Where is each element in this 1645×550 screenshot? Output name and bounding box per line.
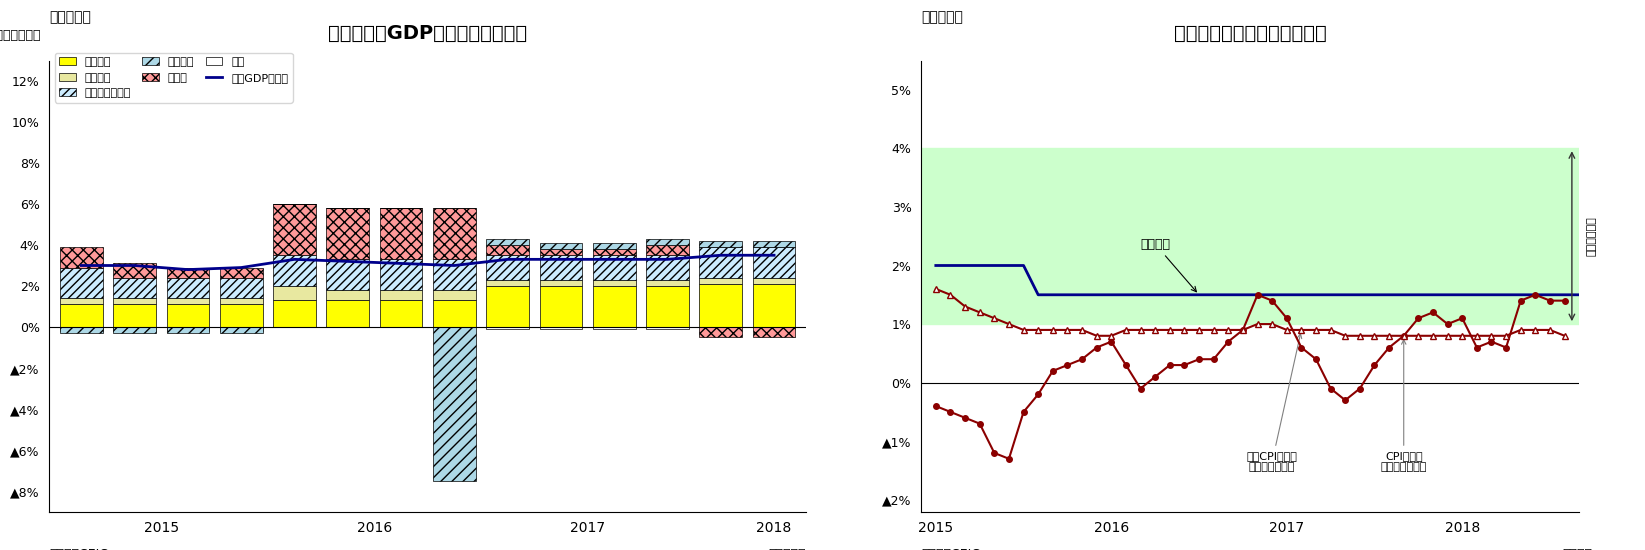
Bar xyxy=(753,327,796,337)
Bar xyxy=(273,204,316,255)
Bar xyxy=(592,327,635,329)
Bar xyxy=(114,278,156,298)
Bar xyxy=(220,327,263,331)
Bar xyxy=(433,260,475,290)
Text: （前年同期比）: （前年同期比） xyxy=(0,30,41,42)
Bar xyxy=(59,327,102,331)
Bar xyxy=(592,280,635,286)
Text: インフレ目標: インフレ目標 xyxy=(1586,216,1597,256)
Bar xyxy=(921,148,1579,324)
Text: タイの実質GDP成長率（需要側）: タイの実質GDP成長率（需要側） xyxy=(327,24,528,42)
Bar xyxy=(326,290,368,300)
Text: （資料）CEIC: （資料）CEIC xyxy=(921,548,980,550)
Bar xyxy=(540,286,582,327)
Bar xyxy=(59,327,102,333)
Text: タイのインフレ率と政策金利: タイのインフレ率と政策金利 xyxy=(1175,24,1326,42)
Bar xyxy=(273,286,316,300)
Bar xyxy=(220,298,263,305)
Bar xyxy=(59,305,102,327)
Text: （図表９）: （図表９） xyxy=(921,10,962,24)
Bar xyxy=(487,255,530,280)
Bar xyxy=(114,327,156,333)
Text: コアCPI上昇率
（前年同月比）: コアCPI上昇率 （前年同月比） xyxy=(1247,334,1301,472)
Bar xyxy=(699,327,742,337)
Bar xyxy=(166,298,209,305)
Bar xyxy=(487,327,530,329)
Bar xyxy=(220,278,263,298)
Bar xyxy=(220,327,263,333)
Bar xyxy=(326,300,368,327)
Bar xyxy=(540,327,582,329)
Bar xyxy=(753,284,796,327)
Text: 政策金利: 政策金利 xyxy=(1140,238,1196,292)
Bar xyxy=(273,255,316,286)
Bar xyxy=(646,255,689,280)
Bar xyxy=(699,241,742,247)
Text: （資料）CEIC: （資料）CEIC xyxy=(49,548,109,550)
Bar xyxy=(166,327,209,333)
Bar xyxy=(699,278,742,284)
Bar xyxy=(326,260,368,290)
Bar xyxy=(487,286,530,327)
Bar xyxy=(380,290,423,300)
Bar xyxy=(646,245,689,255)
Bar xyxy=(114,327,156,331)
Bar xyxy=(59,298,102,305)
Bar xyxy=(753,241,796,247)
Bar xyxy=(114,298,156,305)
Bar xyxy=(592,286,635,327)
Bar xyxy=(59,247,102,267)
Bar xyxy=(540,249,582,255)
Bar xyxy=(433,300,475,327)
Text: （四半期）: （四半期） xyxy=(768,548,806,550)
Bar xyxy=(220,267,263,278)
Bar xyxy=(699,247,742,278)
Bar xyxy=(699,284,742,327)
Bar xyxy=(540,243,582,249)
Bar xyxy=(220,305,263,327)
Bar xyxy=(487,245,530,255)
Bar xyxy=(380,208,423,260)
Bar xyxy=(592,255,635,280)
Bar xyxy=(646,286,689,327)
Bar xyxy=(540,255,582,280)
Bar xyxy=(753,247,796,278)
Bar xyxy=(753,278,796,284)
Bar xyxy=(166,327,209,331)
Bar xyxy=(433,327,475,481)
Text: （月次）: （月次） xyxy=(1563,548,1592,550)
Bar xyxy=(326,208,368,260)
Bar xyxy=(433,290,475,300)
Bar xyxy=(487,280,530,286)
Legend: 民間消費, 政府消費, 総固定資本形成, 在庫変動, 純輸出, 誤差, 実質GDP成長率: 民間消費, 政府消費, 総固定資本形成, 在庫変動, 純輸出, 誤差, 実質GD… xyxy=(54,53,293,102)
Bar xyxy=(273,300,316,327)
Bar xyxy=(114,263,156,278)
Bar xyxy=(592,249,635,255)
Text: CPI上昇率
（前年同月比）: CPI上昇率 （前年同月比） xyxy=(1380,340,1426,472)
Bar xyxy=(59,267,102,298)
Bar xyxy=(114,305,156,327)
Bar xyxy=(540,280,582,286)
Bar xyxy=(380,300,423,327)
Bar xyxy=(166,278,209,298)
Bar xyxy=(646,327,689,329)
Bar xyxy=(487,239,530,245)
Bar xyxy=(166,267,209,278)
Bar xyxy=(433,208,475,260)
Bar xyxy=(592,243,635,249)
Bar xyxy=(646,280,689,286)
Bar xyxy=(380,260,423,290)
Bar xyxy=(166,305,209,327)
Text: （図表８）: （図表８） xyxy=(49,10,90,24)
Bar xyxy=(646,239,689,245)
